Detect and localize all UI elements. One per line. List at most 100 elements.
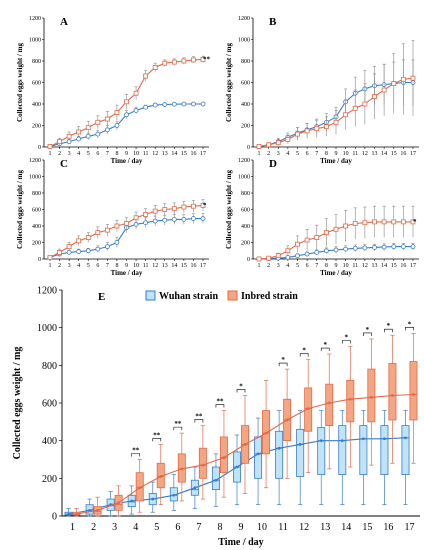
x-tick-label: 16 (400, 151, 406, 157)
y-tick-label: 0 (52, 512, 57, 523)
x-tick-label: 11 (278, 522, 288, 533)
data-point (200, 202, 206, 208)
y-tick-label: 800 (241, 59, 250, 65)
significance-label: ** (153, 431, 161, 439)
y-tick-label: 1000 (37, 323, 57, 334)
box-body (254, 436, 263, 479)
x-tick-label: 14 (171, 151, 177, 157)
significance-bracket: * (320, 341, 330, 352)
mean-point (151, 497, 155, 501)
y-tick-label: 200 (42, 474, 57, 485)
panel-letter: C (60, 158, 68, 170)
x-tick-label: 4 (286, 263, 289, 269)
x-tick-label: 1 (49, 263, 52, 269)
data-point (304, 237, 310, 243)
data-point (410, 219, 416, 225)
x-tick-label: 5 (296, 263, 299, 269)
x-tick-label: 14 (171, 263, 177, 269)
x-tick-label: 17 (200, 263, 206, 269)
data-point (191, 101, 196, 107)
x-tick-label: 6 (306, 263, 309, 269)
y-tick-label: 1000 (238, 38, 250, 44)
data-point (143, 220, 149, 226)
y-tick-label: 200 (32, 241, 41, 247)
x-tick-label: 8 (217, 522, 222, 533)
mean-point (138, 486, 142, 490)
significance-label: * (323, 341, 327, 349)
x-tick-label: 7 (106, 151, 109, 157)
mean-point (256, 452, 260, 456)
data-point (352, 105, 358, 111)
data-point (266, 255, 272, 261)
y-tick-label: 0 (247, 145, 250, 151)
data-point (410, 75, 416, 81)
x-tick-label: 13 (162, 151, 168, 157)
data-point (95, 131, 101, 137)
mean-point (369, 395, 373, 399)
box (346, 346, 355, 468)
box (325, 353, 334, 470)
data-point (114, 123, 120, 128)
data-point (76, 249, 82, 254)
mean-point (285, 418, 289, 422)
data-point (133, 90, 139, 96)
x-tick-label: 3 (112, 522, 117, 533)
y-tick-label: 600 (32, 208, 41, 214)
data-point (143, 104, 149, 110)
y-tick-label: 400 (32, 224, 41, 230)
x-tick-label: 17 (410, 151, 416, 157)
x-tick-label: 4 (133, 522, 138, 533)
bracket-line (405, 327, 414, 331)
significance-bracket: * (278, 356, 288, 367)
data-point (381, 87, 387, 93)
data-point (295, 253, 300, 259)
box-body (346, 379, 355, 423)
x-tick-label: 10 (133, 263, 139, 269)
data-point (275, 253, 281, 259)
x-tick-label: 5 (296, 151, 299, 157)
mean-point (235, 465, 239, 469)
data-point (104, 244, 110, 250)
mean-point (96, 508, 99, 512)
x-tick-label: 8 (325, 151, 328, 157)
significance-bracket: ** (173, 420, 183, 431)
data-point (391, 244, 397, 250)
x-tick-label: 11 (352, 263, 358, 269)
data-point (285, 137, 291, 142)
significance-bracket: * (363, 326, 372, 336)
y-tick-label: 400 (241, 102, 250, 108)
mean-point (348, 397, 352, 401)
data-point (400, 219, 406, 225)
x-tick-label: 2 (58, 263, 61, 269)
data-point (391, 219, 397, 225)
x-tick-label: 14 (381, 151, 387, 157)
mean-point (340, 439, 344, 443)
box (198, 425, 207, 500)
data-point (391, 81, 397, 86)
box-body (359, 425, 368, 475)
box-body (275, 430, 284, 479)
mean-point (214, 478, 218, 482)
y-tick-label: 200 (241, 241, 250, 247)
box (233, 434, 241, 506)
y-tick-label: 0 (38, 257, 41, 263)
mean-point (319, 439, 323, 443)
data-point (104, 116, 110, 122)
x-tick-label: 13 (320, 522, 330, 533)
mean-point (222, 456, 226, 460)
x-tick-label: 9 (335, 263, 338, 269)
x-tick-label: 12 (299, 522, 309, 533)
data-point (114, 223, 120, 229)
y-tick-label: 800 (241, 191, 250, 197)
data-point (85, 235, 91, 240)
data-point (124, 99, 129, 105)
x-tick-label: 4 (77, 263, 80, 269)
x-tick-label: 10 (257, 522, 267, 533)
x-tick-label: 3 (68, 263, 71, 269)
box-series-wuhan (64, 410, 410, 517)
x-tick-label: 6 (96, 151, 99, 157)
data-point (171, 101, 177, 107)
data-point (47, 144, 53, 149)
x-tick-label: 1 (258, 263, 261, 269)
